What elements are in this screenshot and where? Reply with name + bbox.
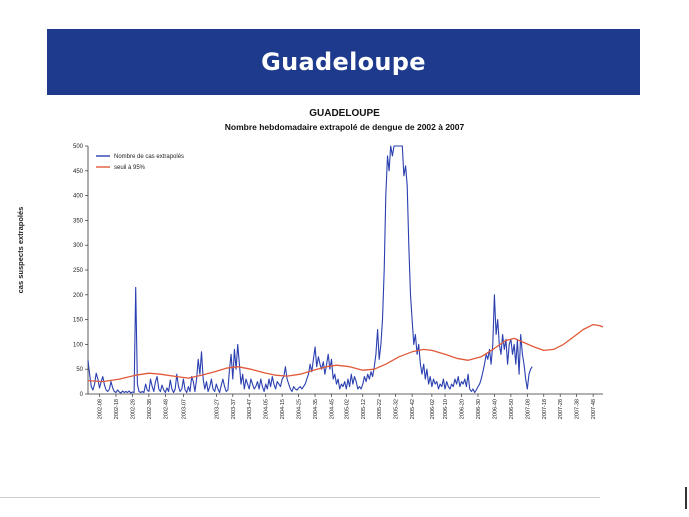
y-tick-label: 150 [73,318,84,324]
legend-label: seuil à 95% [114,165,146,171]
x-tick-label: 2007-18 [542,399,548,419]
x-tick-label: 2005-42 [410,399,416,419]
series-line-cases [87,145,533,394]
x-tick-label: 2004-35 [313,399,319,419]
chart-subtitle: Nombre hebdomadaire extrapolé de dengue … [224,122,465,132]
x-tick-label: 2006-30 [476,399,482,419]
x-tick-label: 2004-15 [280,399,286,419]
x-tick-label: 2002-38 [147,399,153,419]
x-tick-label: 2007-08 [525,399,531,419]
x-tick-label: 2003-37 [231,399,237,419]
x-tick-label: 2005-12 [361,399,367,419]
x-tick-label: 2005-32 [394,399,400,419]
x-tick-label: 2007-28 [558,399,564,419]
y-tick-label: 450 [73,169,84,175]
banner-title: Guadeloupe [261,48,426,76]
y-tick-label: 200 [73,293,84,299]
series-line-threshold [87,323,604,383]
y-tick-label: 50 [76,367,83,373]
x-tick-label: 2004-45 [330,399,336,419]
x-tick-label: 2007-48 [591,399,597,419]
page-divider [0,497,600,498]
legend-label: Nombre de cas extrapolés [114,154,184,160]
x-tick-label: 2006-02 [430,399,436,419]
x-tick-label: 2002-08 [98,399,104,419]
y-tick-label: 0 [80,392,84,398]
title-banner: Guadeloupe [47,29,640,95]
x-tick-label: 2004-25 [297,399,303,419]
x-tick-label: 2006-50 [509,399,515,419]
x-tick-label: 2003-07 [181,399,187,419]
x-tick-label: 2003-47 [247,399,253,419]
y-tick-label: 100 [73,342,84,348]
x-tick-label: 2006-40 [492,399,498,419]
y-tick-label: 400 [73,194,84,200]
y-tick-label: 300 [73,243,84,249]
y-tick-label: 250 [73,268,84,274]
x-tick-label: 2004-05 [264,399,270,419]
y-tick-label: 500 [73,144,84,150]
x-tick-label: 2006-10 [443,399,449,419]
x-tick-label: 2002-48 [163,399,169,419]
x-tick-label: 2007-38 [575,399,581,419]
x-tick-label: 2005-22 [377,399,383,419]
x-tick-label: 2002-28 [130,399,136,419]
x-tick-label: 2003-27 [214,399,220,419]
x-tick-label: 2002-18 [114,399,120,419]
chart-title: GUADELOUPE [309,108,380,119]
x-tick-label: 2005-02 [344,399,350,419]
page-edge-mark [685,487,687,509]
y-tick-label: 350 [73,218,84,224]
x-tick-label: 2006-20 [459,399,465,419]
